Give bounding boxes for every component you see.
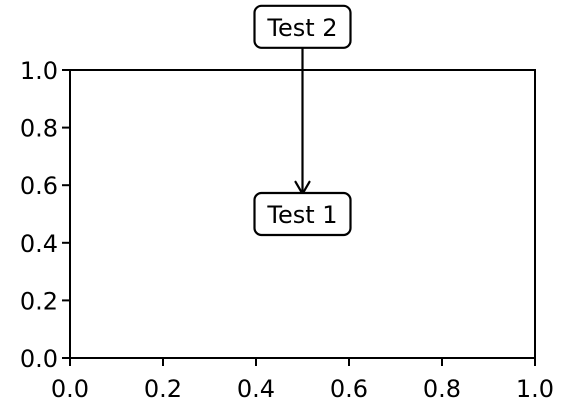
x-tick-label: 0.2 bbox=[144, 375, 182, 402]
x-axis-ticks: 0.0 0.2 0.4 0.6 0.8 1.0 bbox=[51, 358, 554, 402]
annotation-label: Test 2 bbox=[266, 14, 337, 42]
annotation-box bbox=[253, 4, 352, 49]
annotation-test2: Test 2 bbox=[253, 4, 352, 49]
x-tick-label: 0.4 bbox=[237, 375, 275, 402]
annotation-label: Test 1 bbox=[266, 201, 337, 229]
y-tick-label: 0.2 bbox=[20, 287, 58, 315]
y-tick-label: 0.8 bbox=[20, 115, 58, 143]
y-axis-ticks: 0.0 0.2 0.4 0.6 0.8 1.0 bbox=[20, 57, 70, 373]
x-tick-label: 0.8 bbox=[423, 375, 461, 402]
y-tick-label: 1.0 bbox=[20, 57, 58, 85]
x-tick-label: 0.0 bbox=[51, 375, 89, 402]
y-tick-label: 0.0 bbox=[20, 345, 58, 373]
y-tick-label: 0.6 bbox=[20, 172, 58, 200]
annotation-test1: Test 1 bbox=[253, 191, 352, 237]
x-tick-label: 1.0 bbox=[516, 375, 554, 402]
annotation-box bbox=[253, 191, 352, 237]
x-tick-label: 0.6 bbox=[330, 375, 368, 402]
annotations: Test 1 Test 2 bbox=[253, 4, 352, 237]
y-tick-label: 0.4 bbox=[20, 230, 58, 258]
